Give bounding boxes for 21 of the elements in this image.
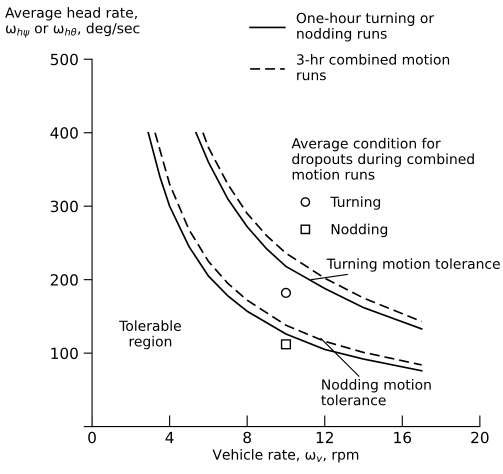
- annotation: Nodding motion tolerance: [321, 379, 431, 406]
- legend-title: Average condition for dropouts during combined motion runs: [292, 138, 474, 180]
- legend-label: One-hour turning or nodding runs: [296, 12, 434, 42]
- legend-label: 3-hr combined motion runs: [296, 54, 450, 80]
- y-tick-label: 300: [50, 200, 78, 212]
- x-tick-label: 4: [166, 432, 174, 444]
- legend-label: Turning: [330, 196, 380, 210]
- x-tick-label: 0: [88, 432, 96, 444]
- legend-label: Nodding: [332, 224, 388, 238]
- annotation: Tolerable region: [119, 320, 181, 350]
- x-tick-label: 16: [394, 432, 412, 444]
- x-tick-label: 8: [243, 432, 251, 444]
- y-tick-label: 500: [50, 54, 78, 66]
- y-tick-label: 200: [50, 274, 78, 286]
- y-tick-label: 100: [51, 348, 78, 360]
- annotation: Turning motion tolerance: [326, 258, 500, 272]
- y-tick-label: 400: [50, 127, 78, 139]
- x-axis-title: Vehicle rate, ω$_{v}$, rpm: [212, 449, 358, 462]
- x-tick-label: 12: [316, 432, 333, 444]
- y-axis-title: Average head rate, ω$_{hψ}$ or ω$_{hθ}$, deg/sec: [5, 7, 140, 38]
- x-tick-label: 20: [471, 432, 489, 444]
